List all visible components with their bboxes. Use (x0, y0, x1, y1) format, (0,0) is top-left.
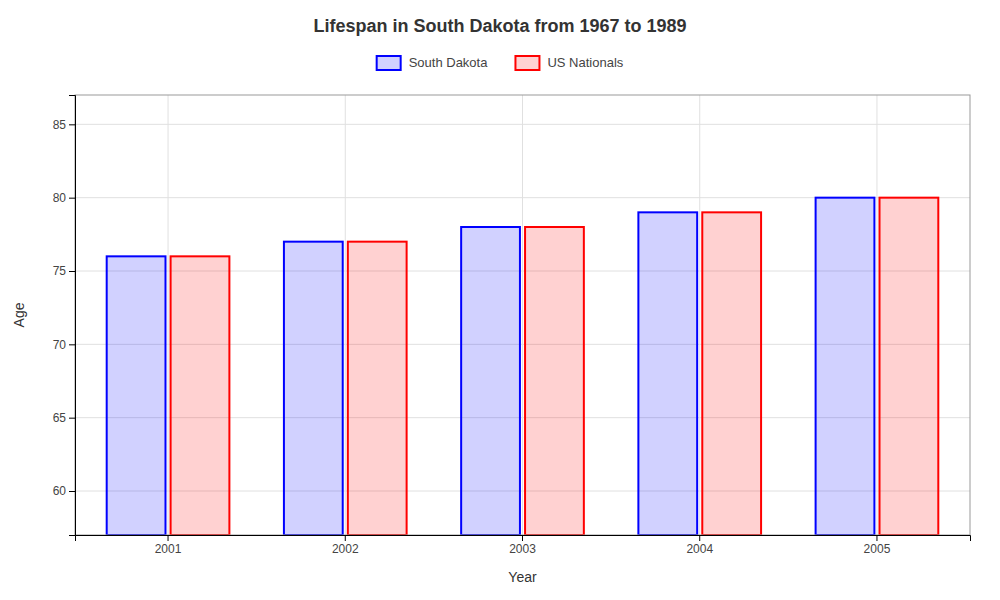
y-tick: 60 (53, 484, 75, 498)
bar (171, 256, 230, 535)
axis-line (69, 96, 76, 536)
plot-frame (75, 95, 970, 535)
tick-mark (522, 535, 523, 541)
chart-svg: 60 65 70 75 80 85 2001 2002 2003 2004 2005 Year Age L… (0, 0, 1000, 600)
bar (284, 242, 343, 535)
bar (348, 242, 407, 535)
tick-label: 2005 (864, 542, 891, 556)
bar (461, 227, 520, 535)
bar (880, 198, 939, 535)
tick-mark (69, 124, 75, 125)
x-tick: 2001 (155, 535, 182, 556)
axis-line (76, 536, 971, 542)
legend-swatch (515, 56, 539, 70)
legend-label: US Nationals (547, 55, 623, 70)
tick-label: 2004 (686, 542, 713, 556)
tick-label: 2001 (155, 542, 182, 556)
tick-mark (69, 344, 75, 345)
plot-area: 60 65 70 75 80 85 2001 2002 2003 2004 2005 (53, 95, 971, 556)
bar (638, 212, 697, 535)
y-tick: 80 (53, 191, 75, 205)
y-tick: 75 (53, 264, 75, 278)
y-axis: 60 65 70 75 80 85 (53, 96, 76, 536)
tick-label: 60 (53, 484, 67, 498)
y-tick: 65 (53, 411, 75, 425)
grid-line-x (168, 95, 169, 535)
bar (702, 212, 761, 535)
x-axis: 2001 2002 2003 2004 2005 (76, 535, 971, 556)
legend-item: US Nationals (515, 55, 623, 70)
grid-line-x (876, 95, 877, 535)
bar (816, 198, 875, 535)
x-tick: 2003 (509, 535, 536, 556)
tick-label: 75 (53, 264, 67, 278)
tick-label: 2002 (332, 542, 359, 556)
x-tick: 2002 (332, 535, 359, 556)
legend-swatch (377, 56, 401, 70)
series-bars (107, 198, 875, 535)
tick-mark (69, 271, 75, 272)
legend-label: South Dakota (409, 55, 489, 70)
y-tick: 85 (53, 118, 75, 132)
bar (107, 256, 166, 535)
y-tick: 70 (53, 338, 75, 352)
x-axis-title: Year (508, 569, 537, 585)
bars (107, 198, 939, 535)
tick-mark (69, 418, 75, 419)
tick-mark (699, 535, 700, 541)
tick-label: 2003 (509, 542, 536, 556)
x-tick: 2005 (864, 535, 891, 556)
x-tick: 2004 (686, 535, 713, 556)
tick-label: 85 (53, 118, 67, 132)
chart-title: Lifespan in South Dakota from 1967 to 19… (313, 16, 686, 36)
bar (525, 227, 584, 535)
tick-label: 80 (53, 191, 67, 205)
grid-line-x (699, 95, 700, 535)
legend-item: South Dakota (377, 55, 489, 70)
series-bars (171, 198, 939, 535)
grid-line-x (522, 95, 523, 535)
tick-label: 70 (53, 338, 67, 352)
tick-mark (69, 198, 75, 199)
grid (75, 95, 970, 535)
y-axis-title: Age (11, 302, 27, 327)
grid-line-x (345, 95, 346, 535)
tick-mark (168, 535, 169, 541)
tick-label: 65 (53, 411, 67, 425)
legend: South Dakota US Nationals (377, 55, 624, 70)
tick-mark (876, 535, 877, 541)
tick-mark (345, 535, 346, 541)
tick-mark (69, 491, 75, 492)
